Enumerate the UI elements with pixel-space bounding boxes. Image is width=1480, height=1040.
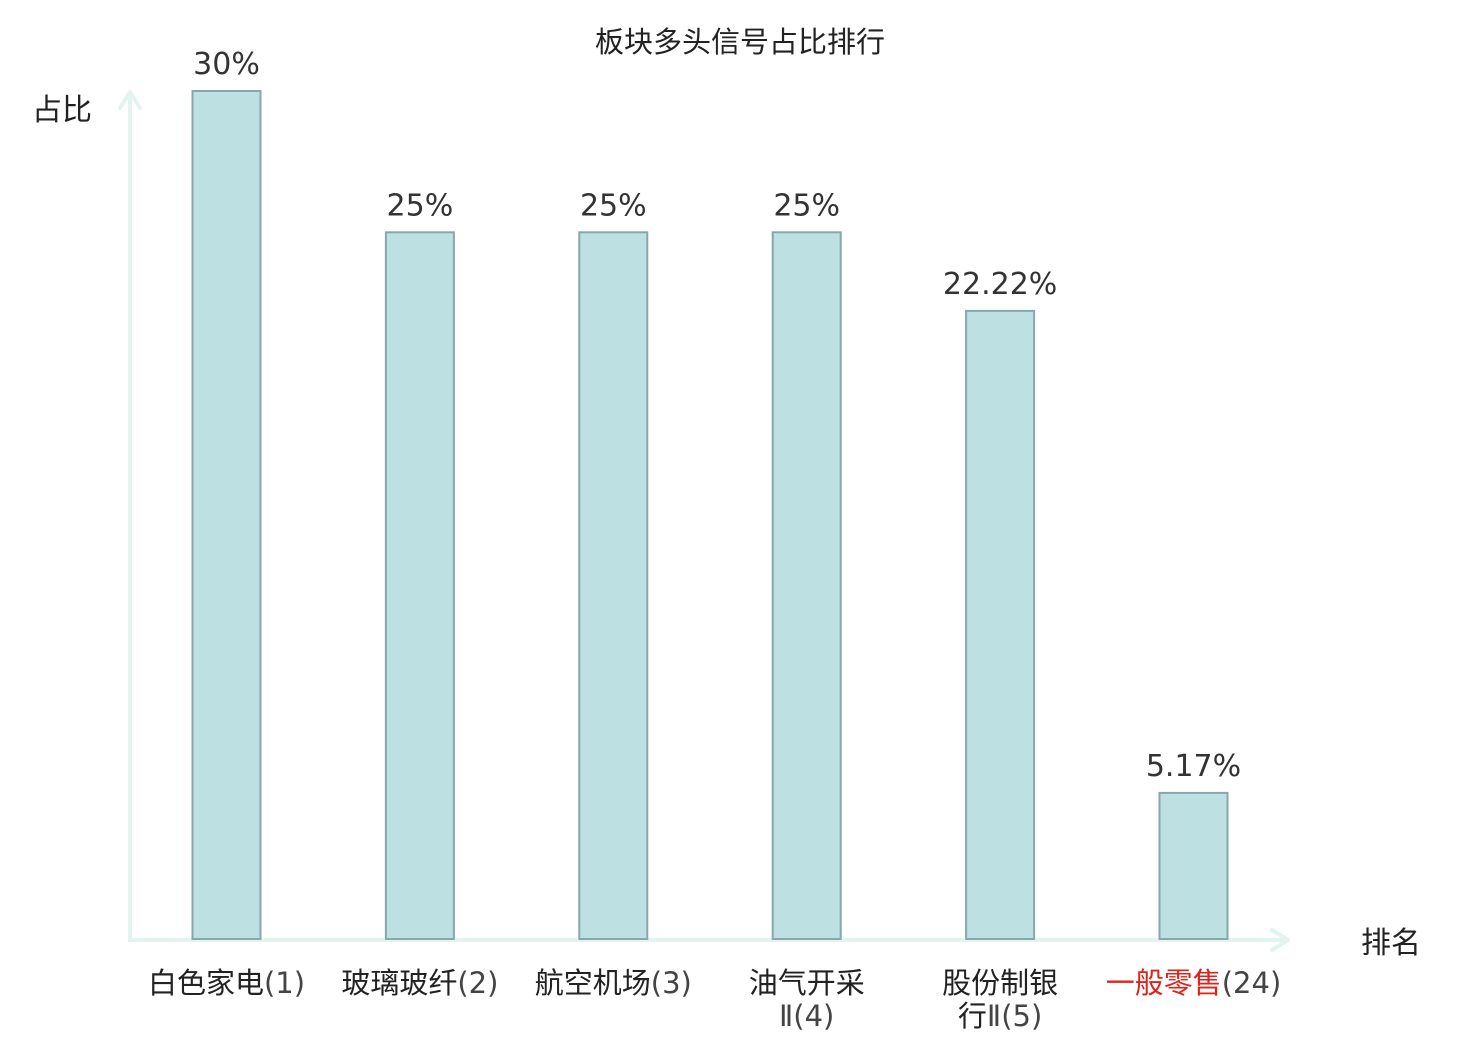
category-label-5-part: 股份制银 <box>942 966 1058 1000</box>
category-label-3-part: (3) <box>651 966 692 1000</box>
value-label-6: 5.17% <box>1146 749 1241 784</box>
y-axis-arrowhead <box>118 90 142 110</box>
category-label-4-part: Ⅱ(4) <box>779 999 834 1033</box>
value-labels-group: 30% 25% 25% 25% 22.22% 5.17% <box>193 47 1241 784</box>
category-label-3: 航空机场(3) <box>535 966 692 1000</box>
category-label-6-part: 一般零售 <box>1106 966 1222 1000</box>
y-axis-label: 占比 <box>32 93 92 128</box>
category-label-6-part: (24) <box>1222 966 1282 1000</box>
category-label-4-part: 油气开采 <box>749 966 865 1000</box>
value-label-5: 22.22% <box>943 267 1057 302</box>
bar-6 <box>1158 791 1229 941</box>
x-axis-label: 排名 <box>1361 926 1421 961</box>
bar-3 <box>578 231 649 941</box>
category-label-6: 一般零售(24) <box>1106 966 1282 1000</box>
bar-1 <box>191 90 262 940</box>
category-label-4: 油气开采 Ⅱ(4) <box>749 966 865 1033</box>
category-label-2: 玻璃玻纤(2) <box>341 966 498 1000</box>
value-label-4: 25% <box>773 188 840 223</box>
value-label-3: 25% <box>580 188 647 223</box>
bars-group <box>191 90 1229 941</box>
category-label-1: 白色家电(1) <box>148 966 305 1000</box>
chart-title: 板块多头信号占比排行 <box>595 25 885 59</box>
category-label-1-part: 白色家电 <box>148 966 264 1000</box>
bar-2 <box>384 231 455 941</box>
category-label-5-part: Ⅱ(5) <box>987 999 1042 1033</box>
bar-5 <box>965 309 1036 940</box>
x-axis-arrowhead <box>1270 928 1290 952</box>
category-label-5: 股份制银行Ⅱ(5) <box>942 966 1058 1033</box>
value-label-1: 30% <box>193 47 260 82</box>
category-labels-group: 白色家电(1) 玻璃玻纤(2) 航空机场(3) 油气开采 Ⅱ(4) 股份制银行Ⅱ(5) 一般… <box>148 966 1281 1033</box>
category-label-5-part: 行 <box>958 999 987 1033</box>
category-label-1-part: (1) <box>264 966 305 1000</box>
value-label-2: 25% <box>387 188 454 223</box>
category-label-2-part: 玻璃玻纤 <box>341 966 457 1000</box>
category-label-2-part: (2) <box>457 966 498 1000</box>
bar-4 <box>771 231 842 941</box>
category-label-3-part: 航空机场 <box>535 966 651 1000</box>
